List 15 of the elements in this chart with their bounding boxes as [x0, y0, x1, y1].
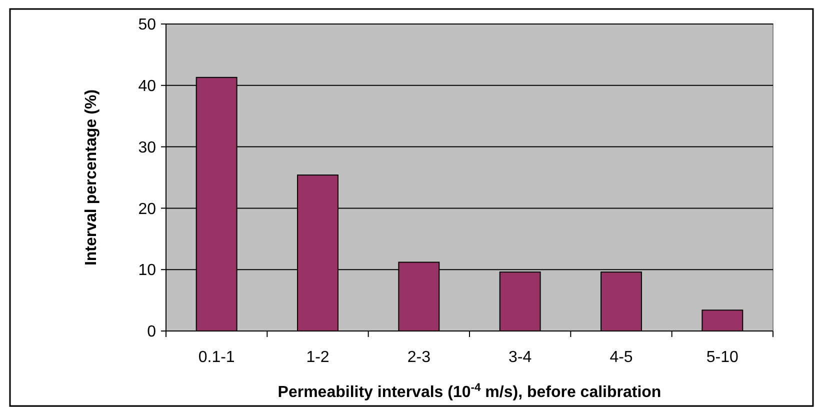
y-tick-label: 0 [147, 324, 156, 341]
x-tick-label: 0.1-1 [198, 349, 235, 366]
y-tick-label: 20 [138, 200, 156, 218]
y-tick-label: 10 [138, 262, 156, 280]
y-tick-label: 40 [138, 78, 156, 95]
y-axis-title: Interval percentage (%) [83, 89, 100, 266]
x-tick-label: 1-2 [306, 349, 330, 366]
x-tick-label: 2-3 [407, 349, 431, 366]
x-tick-label: 3-4 [508, 349, 532, 366]
x-axis-title: Permeability intervals (10$^{-4}$ m/s), before calibration [278, 382, 662, 401]
bar [702, 310, 744, 332]
x-tick-label: 5-10 [706, 349, 739, 366]
y-tick-label: 30 [138, 139, 156, 156]
x-tick-label: 4-5 [610, 349, 633, 366]
y-tick-label: 50 [138, 16, 156, 34]
